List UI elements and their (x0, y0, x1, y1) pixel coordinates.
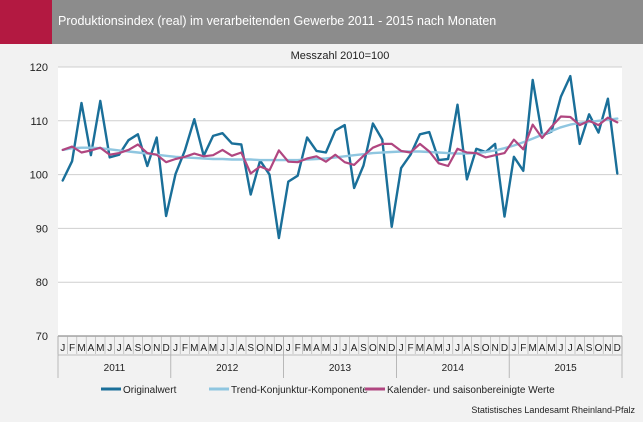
legend-item: Kalender- und saisonbereinigte Werte (365, 385, 555, 396)
month-label: J (60, 343, 65, 354)
month-label: J (229, 343, 234, 354)
month-label: A (200, 343, 207, 354)
month-label: J (333, 343, 338, 354)
month-label: O (482, 343, 490, 354)
month-label: A (464, 343, 471, 354)
legend-label: Kalender- und saisonbereinigte Werte (387, 385, 555, 396)
month-label: J (173, 343, 178, 354)
legend-label: Trend-Konjunktur-Komponente (231, 385, 368, 396)
month-label: J (342, 343, 347, 354)
y-tick-label: 80 (36, 277, 48, 289)
legend-label: Originalwert (123, 385, 177, 396)
y-tick-label: 70 (36, 331, 48, 343)
month-label: M (547, 343, 555, 354)
month-label: J (107, 343, 112, 354)
month-label: J (117, 343, 122, 354)
month-label: F (69, 343, 75, 354)
month-label: F (295, 343, 301, 354)
month-label: O (369, 343, 377, 354)
month-label: D (162, 343, 169, 354)
month-label: D (614, 343, 621, 354)
month-label: J (558, 343, 563, 354)
year-label: 2013 (329, 363, 352, 374)
year-label: 2011 (104, 363, 126, 374)
month-label: J (286, 343, 291, 354)
month-label: S (247, 343, 254, 354)
month-label: J (568, 343, 573, 354)
legend-item: Trend-Konjunktur-Komponente (209, 385, 368, 396)
month-label: J (220, 343, 225, 354)
month-label: A (313, 343, 320, 354)
month-label: N (266, 343, 273, 354)
month-label: M (435, 343, 443, 354)
month-label: N (379, 343, 386, 354)
month-label: D (275, 343, 282, 354)
month-label: S (586, 343, 593, 354)
source-note: Statistisches Landesamt Rheinland-Pfalz (471, 405, 635, 415)
month-label: M (529, 343, 537, 354)
month-label: M (96, 343, 104, 354)
month-label: A (576, 343, 583, 354)
month-label: D (501, 343, 508, 354)
year-label: 2012 (216, 363, 239, 374)
y-tick-label: 90 (36, 223, 48, 235)
series-line (61, 115, 619, 175)
month-label: M (416, 343, 424, 354)
plot-area (58, 67, 622, 336)
month-label: S (135, 343, 142, 354)
chart-subtitle: Messzahl 2010=100 (291, 50, 390, 62)
month-label: F (182, 343, 188, 354)
month-label: M (77, 343, 85, 354)
month-label: J (399, 343, 404, 354)
month-label: N (491, 343, 498, 354)
month-label: J (511, 343, 516, 354)
month-label: S (360, 343, 367, 354)
month-label: F (520, 343, 526, 354)
title-bar: Produktionsindex (real) im verarbeitende… (0, 0, 643, 44)
month-label: J (446, 343, 451, 354)
month-label: N (604, 343, 611, 354)
legend-item: Originalwert (101, 385, 177, 396)
brand-accent-block (0, 0, 52, 44)
month-label: O (143, 343, 151, 354)
month-label: M (190, 343, 198, 354)
month-label: F (407, 343, 413, 354)
month-label: A (238, 343, 245, 354)
month-label: D (388, 343, 395, 354)
month-label: O (595, 343, 603, 354)
y-tick-label: 120 (30, 62, 48, 74)
month-label: A (426, 343, 433, 354)
month-label: O (256, 343, 264, 354)
month-label: M (303, 343, 311, 354)
month-label: S (473, 343, 480, 354)
month-label: A (351, 343, 358, 354)
chart-title: Produktionsindex (real) im verarbeitende… (58, 14, 497, 28)
month-label: A (125, 343, 132, 354)
month-label: A (539, 343, 546, 354)
month-label: N (153, 343, 160, 354)
month-label: J (455, 343, 460, 354)
y-tick-label: 110 (30, 116, 48, 128)
y-tick-label: 100 (30, 170, 48, 182)
series-line (61, 74, 619, 240)
year-label: 2015 (554, 363, 577, 374)
month-label: M (209, 343, 217, 354)
month-label: M (322, 343, 330, 354)
month-label: A (88, 343, 95, 354)
year-label: 2014 (442, 363, 465, 374)
